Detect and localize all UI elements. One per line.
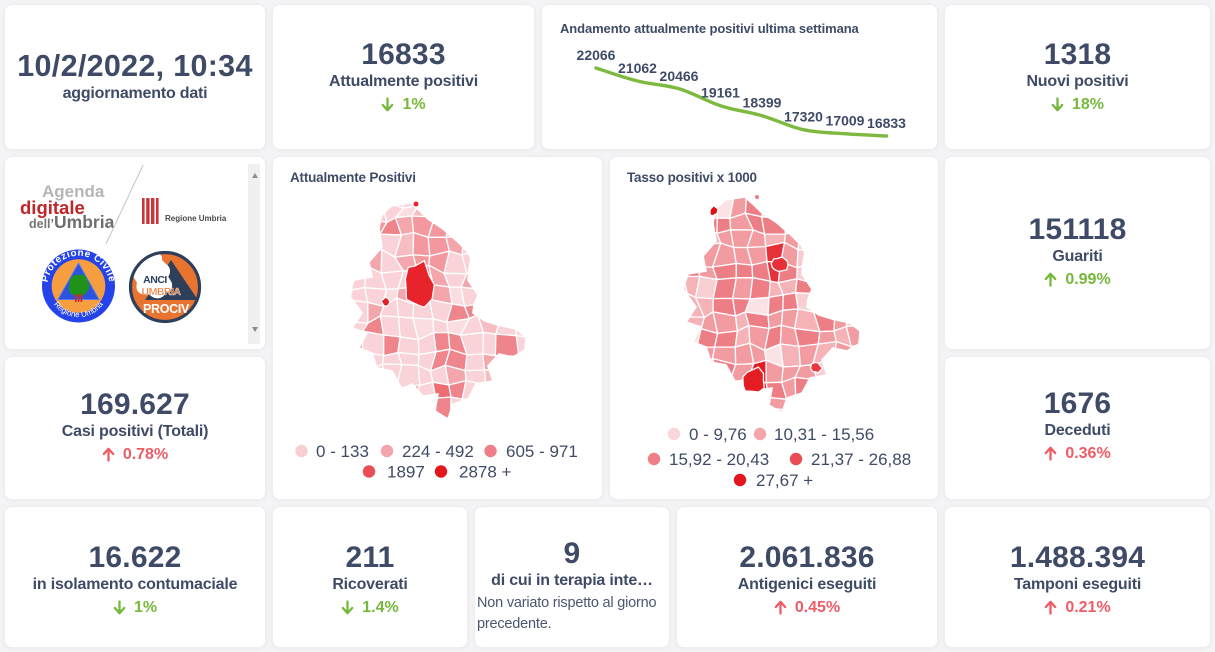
svg-text:17009: 17009 (826, 113, 865, 129)
svg-text:19161: 19161 (701, 85, 740, 101)
svg-text:21062: 21062 (618, 60, 657, 76)
svg-text:2878 +: 2878 + (459, 462, 512, 481)
svg-text:18399: 18399 (743, 95, 782, 111)
svg-text:UMBRIA: UMBRIA (142, 286, 182, 298)
svg-text:15,92 - 20,43: 15,92 - 20,43 (669, 450, 769, 469)
svg-text:27,67 +: 27,67 + (756, 471, 813, 490)
svg-text:20466: 20466 (660, 68, 699, 84)
svg-text:0 - 133: 0 - 133 (316, 442, 369, 461)
svg-text:605 - 971: 605 - 971 (506, 442, 578, 461)
svg-text:224 - 492: 224 - 492 (402, 442, 474, 461)
svg-text:10,31 - 15,56: 10,31 - 15,56 (774, 425, 874, 444)
svg-text:digitale: digitale (20, 197, 85, 218)
svg-text:Agenda: Agenda (42, 182, 105, 201)
svg-text:0 - 9,76: 0 - 9,76 (689, 425, 747, 444)
svg-text:22066: 22066 (577, 47, 616, 63)
svg-text:PROCIV: PROCIV (143, 302, 190, 316)
svg-text:ANCI: ANCI (143, 274, 167, 286)
svg-text:16833: 16833 (867, 115, 906, 131)
svg-text:1897: 1897 (387, 462, 425, 481)
svg-text:17320: 17320 (784, 109, 823, 125)
svg-text:Regione Umbria: Regione Umbria (165, 214, 227, 223)
svg-text:dell’Umbria: dell’Umbria (29, 212, 115, 232)
svg-text:21,37 - 26,88: 21,37 - 26,88 (811, 450, 911, 469)
